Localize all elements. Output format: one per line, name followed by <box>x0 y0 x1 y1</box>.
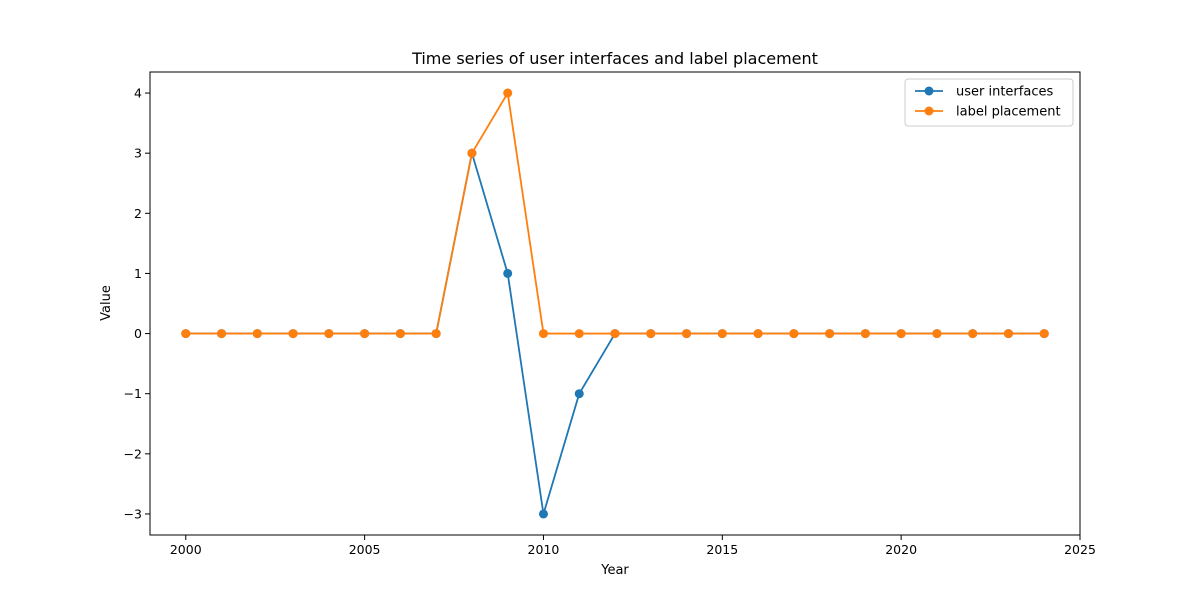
data-point-label-placement <box>217 329 227 339</box>
data-point-label-placement <box>324 329 334 339</box>
x-tick-label: 2010 <box>528 542 560 557</box>
y-tick-label: 1 <box>134 266 142 281</box>
series-label-placement <box>181 88 1049 339</box>
data-point-label-placement <box>467 148 477 158</box>
x-tick-label: 2025 <box>1064 542 1096 557</box>
y-tick-label: −1 <box>124 386 142 401</box>
x-tick-label: 2015 <box>706 542 738 557</box>
legend-marker-user-interfaces <box>924 86 934 96</box>
data-point-label-placement <box>181 329 191 339</box>
data-point-label-placement <box>431 329 441 339</box>
data-point-user-interfaces <box>503 268 513 278</box>
data-point-label-placement <box>825 329 835 339</box>
data-point-label-placement <box>753 329 763 339</box>
data-point-label-placement <box>574 329 584 339</box>
legend: user interfaces label placement <box>904 78 1074 127</box>
y-axis-label: Value <box>99 285 114 321</box>
legend-box <box>904 78 1074 127</box>
data-point-user-interfaces <box>574 389 584 399</box>
data-point-label-placement <box>717 329 727 339</box>
plot-frame <box>149 71 1081 536</box>
data-point-label-placement <box>252 329 262 339</box>
data-point-label-placement <box>932 329 942 339</box>
data-point-label-placement <box>610 329 620 339</box>
legend-label-label-placement: label placement <box>956 105 1061 120</box>
data-point-label-placement <box>789 329 799 339</box>
x-tick-label: 2005 <box>349 542 381 557</box>
x-tick-label: 2000 <box>170 542 202 557</box>
data-point-label-placement <box>360 329 370 339</box>
data-point-label-placement <box>682 329 692 339</box>
plot-area: 2000 2005 2010 2015 2020 2025 −3 −2 −1 0 1 2 3 4 <box>124 71 1096 557</box>
series-line-label-placement <box>185 92 1045 335</box>
legend-marker-label-placement <box>924 106 934 116</box>
data-point-label-placement <box>1003 329 1013 339</box>
data-point-user-interfaces <box>538 509 548 519</box>
data-point-label-placement <box>1039 329 1049 339</box>
legend-label-user-interfaces: user interfaces <box>956 85 1053 100</box>
y-tick-label: −2 <box>124 446 142 461</box>
data-point-label-placement <box>503 88 513 98</box>
x-tick-label: 2020 <box>885 542 917 557</box>
chart-title: Time series of user interfaces and label… <box>411 49 818 68</box>
data-point-label-placement <box>896 329 906 339</box>
y-tick-label: 0 <box>134 326 142 341</box>
y-tick-label: −3 <box>124 506 142 521</box>
data-point-label-placement <box>288 329 298 339</box>
x-axis-label: Year <box>600 563 629 578</box>
data-point-label-placement <box>860 329 870 339</box>
data-point-label-placement <box>968 329 978 339</box>
y-tick-label: 4 <box>134 86 142 101</box>
y-tick-label: 2 <box>134 206 142 221</box>
data-point-label-placement <box>395 329 405 339</box>
y-tick-label: 3 <box>134 146 142 161</box>
data-point-label-placement <box>646 329 656 339</box>
data-point-label-placement <box>538 329 548 339</box>
